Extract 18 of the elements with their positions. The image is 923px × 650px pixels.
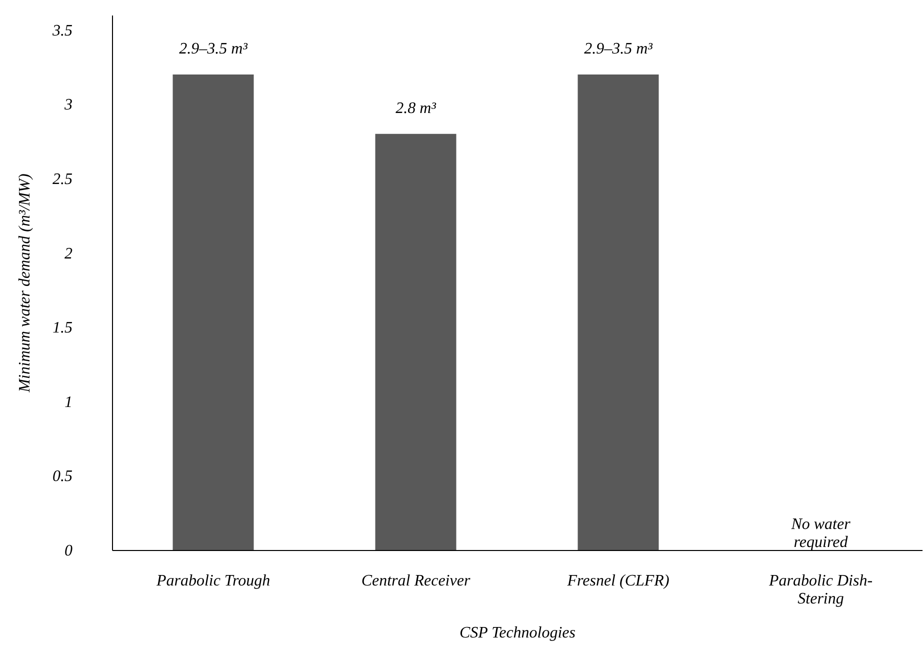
- x-axis-title: CSP Technologies: [459, 624, 576, 642]
- y-tick-label: 3.5: [52, 22, 72, 40]
- x-tick-label: Parabolic Trough: [155, 572, 270, 590]
- y-tick-label: 2: [64, 245, 72, 262]
- data-label: 2.9–3.5 m³: [179, 40, 248, 58]
- x-tick-label: Parabolic Dish-Stering: [768, 572, 873, 608]
- x-tick-label: Fresnel (CLFR): [566, 572, 670, 590]
- y-tick-label: 3: [64, 96, 72, 114]
- data-label: 2.9–3.5 m³: [584, 40, 653, 58]
- x-tick-label: Central Receiver: [361, 572, 471, 590]
- data-label: No water required: [790, 516, 852, 551]
- y-tick-label: 2.5: [52, 170, 72, 188]
- y-tick-label: 1.5: [52, 320, 72, 337]
- y-tick-label: 0.5: [52, 468, 72, 486]
- data-label: 2.8 m³: [396, 100, 436, 117]
- y-tick-label: 0: [64, 542, 72, 560]
- y-tick-label: 1: [64, 394, 72, 411]
- y-axis-title: Minimum water demand (m³/MW): [16, 174, 34, 394]
